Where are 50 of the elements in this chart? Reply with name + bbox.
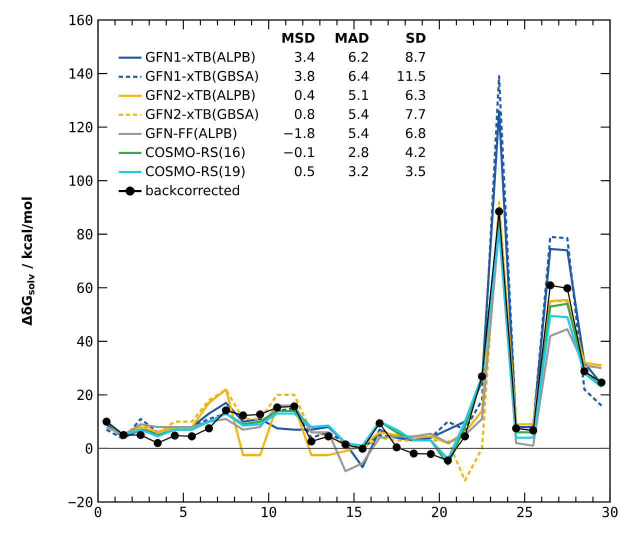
legend-label: GFN2-xTB(ALPB): [146, 90, 255, 102]
annotation: 0.5: [294, 166, 314, 176]
x-tick-label: 30: [602, 506, 618, 518]
y-tick-label: 100: [70, 175, 92, 186]
y-tick-label: 0: [86, 443, 92, 454]
annotation: 0.4: [294, 90, 314, 100]
y-tick-label: 140: [70, 68, 92, 79]
annotation: 4.2: [406, 147, 425, 158]
legend-label: GFN2-xTB(GBSA): [146, 108, 258, 121]
legend-label: COSMO-RS(16): [146, 146, 245, 159]
y-tick-label: 80: [77, 228, 92, 240]
annotation: 3.5: [406, 166, 426, 176]
annotation: 0.8: [294, 109, 314, 120]
annotation: −0.1: [284, 147, 314, 158]
legend-label: COSMO-RS(19): [146, 166, 245, 178]
x-tick-label: 10: [262, 506, 276, 518]
annotation: −1.8: [284, 128, 314, 138]
annotation: 5.1: [349, 90, 368, 100]
annotation: 5.4: [349, 128, 368, 138]
legend-label: GFN1-xTB(GBSA): [146, 70, 258, 83]
annotation: SD: [406, 32, 426, 43]
annotation: 11.5: [398, 71, 426, 82]
x-tick-label: 25: [517, 506, 532, 518]
legend-label: GFN-FF(ALPB): [146, 128, 236, 140]
x-tick-label: 5: [180, 506, 186, 518]
annotation: 5.4: [349, 109, 368, 120]
x-tick-label: 0: [94, 506, 102, 518]
annotation: 3.2: [349, 166, 368, 176]
annotation: 6.4: [348, 70, 368, 82]
annotation: 7.7: [406, 109, 426, 119]
annotation: 3.4: [295, 52, 314, 62]
annotation: 3.8: [295, 70, 314, 82]
y-tick-label: 160: [70, 14, 92, 26]
annotation: 8.7: [406, 52, 426, 62]
legend-label: GFN1-xTB(ALPB): [146, 52, 255, 64]
annotation: MAD: [336, 32, 368, 43]
y-axis-title: ΔδG$_{solv}$ / kcal/mol: [22, 197, 34, 326]
annotation: MSD: [282, 32, 314, 43]
legend-label: backcorrected: [146, 184, 240, 196]
annotation: 6.3: [406, 90, 426, 100]
x-tick-label: 15: [347, 506, 362, 518]
annotation: 2.8: [348, 147, 368, 158]
y-tick-label: 20: [77, 390, 92, 400]
y-tick-label: 120: [70, 122, 92, 132]
y-tick-label: −20: [68, 496, 92, 508]
y-tick-label: 60: [77, 282, 92, 294]
x-tick-label: 20: [432, 506, 447, 518]
annotation: 6.2: [348, 52, 368, 62]
annotation: 6.8: [406, 128, 426, 138]
y-tick-label: 40: [77, 336, 92, 347]
